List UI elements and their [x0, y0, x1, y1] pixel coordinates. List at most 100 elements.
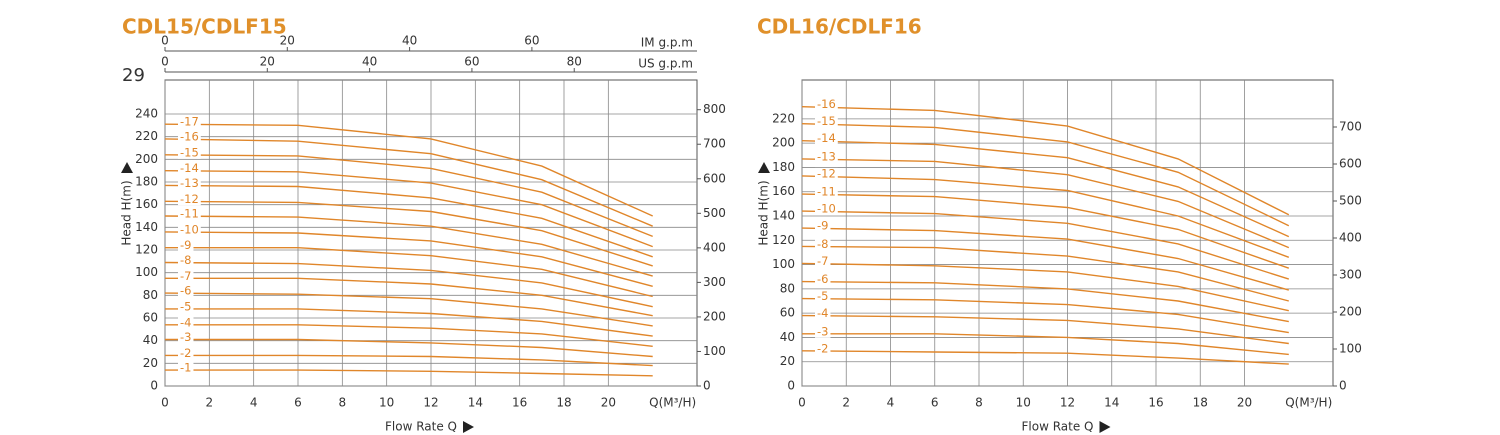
y2-tick-label: 400: [703, 240, 726, 254]
curve-label: -10: [817, 202, 836, 216]
curve-label: -13: [817, 149, 836, 163]
y-tick-label: 20: [780, 354, 795, 368]
x-unit-label: Q(M³/H): [649, 396, 696, 410]
y-tick-label: 100: [772, 257, 795, 271]
label-bg: [815, 238, 831, 251]
pump-curve: [801, 350, 1289, 365]
top-tick-label: 20: [280, 34, 295, 48]
curve-label: -5: [180, 299, 191, 313]
pump-curve: [164, 200, 653, 267]
x-tick-label: 16: [512, 396, 527, 410]
pump-curve: [164, 170, 653, 248]
x-tick-label: 12: [423, 396, 438, 410]
curve-label: -9: [180, 238, 191, 252]
label-bg: [815, 307, 831, 320]
pump-curve: [801, 262, 1289, 312]
curve-label: -6: [180, 284, 191, 298]
pump-curve: [801, 227, 1289, 291]
curve-label: -17: [180, 115, 199, 129]
y2-tick-label: 100: [1339, 341, 1362, 355]
curve-label: -10: [180, 222, 199, 236]
curve-label: -1: [180, 361, 191, 375]
pump-curve: [801, 158, 1290, 249]
top-tick-label: 40: [402, 34, 417, 48]
label-bg: [178, 208, 201, 220]
top-axis-label: US g.p.m: [638, 57, 693, 71]
label-bg: [178, 116, 201, 129]
label-bg: [178, 300, 194, 313]
y2-tick-label: 500: [703, 206, 726, 220]
top-tick-label: 0: [161, 55, 169, 69]
label-bg: [178, 347, 194, 360]
y2-tick-label: 300: [703, 275, 726, 289]
x-tick-label: 0: [798, 396, 806, 410]
curve-label: -7: [817, 254, 828, 268]
pump-curve: [164, 138, 653, 227]
curve-label: -12: [817, 166, 836, 180]
arrow-icon: [758, 162, 770, 173]
y-tick-label: 220: [772, 111, 795, 125]
y-tick-label: 200: [135, 152, 158, 166]
pump-curve: [801, 245, 1289, 302]
curve-label: -3: [180, 330, 191, 344]
x-tick-label: 16: [1148, 396, 1163, 410]
label-bg: [815, 203, 838, 216]
y-tick-label: 180: [135, 175, 158, 189]
y2-tick-label: 700: [703, 137, 726, 151]
x-tick-label: 6: [931, 396, 939, 410]
y-tick-label: 180: [772, 160, 795, 174]
y2-tick-label: 200: [1339, 304, 1362, 318]
label-bg: [178, 177, 201, 190]
y-tick-label: 40: [143, 333, 158, 347]
page-number: 29: [122, 65, 145, 86]
label-bg: [815, 98, 838, 111]
curve-label: -14: [817, 131, 836, 145]
pump-curve: [801, 280, 1289, 323]
x-tick-label: 20: [1237, 396, 1252, 410]
top-tick-label: 80: [567, 55, 582, 69]
label-bg: [815, 115, 838, 128]
y-tick-label: 140: [135, 220, 158, 234]
pump-curve: [165, 277, 653, 317]
y-tick-label: 80: [780, 281, 795, 295]
y2-tick-label: 0: [1339, 379, 1347, 393]
pump-curve: [165, 338, 653, 358]
curve-label: -11: [180, 207, 199, 221]
pump-curve: [801, 123, 1290, 227]
y-tick-label: 140: [772, 209, 795, 223]
x-tick-label: 4: [250, 396, 258, 410]
pump-curve: [164, 154, 653, 238]
x-tick-label: 4: [887, 396, 895, 410]
top-tick-label: 20: [260, 55, 275, 69]
x-tick-label: 0: [161, 396, 169, 410]
label-bg: [178, 331, 194, 344]
y-tick-label: 240: [135, 107, 158, 121]
pump-curve: [801, 175, 1290, 258]
y2-tick-label: 800: [703, 102, 726, 116]
y-tick-label: 80: [143, 288, 158, 302]
x-axis-label: Flow Rate Q: [385, 420, 457, 434]
y-tick-label: 100: [135, 265, 158, 279]
curve-label: -13: [180, 176, 199, 190]
y-axis-label: Head H(m): [120, 180, 134, 245]
label-bg: [815, 255, 831, 268]
pump-curve: [801, 106, 1290, 216]
label-bg: [815, 167, 838, 180]
pump-curve: [164, 215, 653, 277]
pump-curve: [801, 193, 1290, 269]
curve-label: -16: [817, 97, 836, 111]
y-tick-label: 40: [780, 330, 795, 344]
label-bg: [815, 132, 838, 145]
x-tick-label: 10: [379, 396, 394, 410]
curve-label: -2: [817, 341, 828, 355]
y-tick-label: 20: [143, 356, 158, 370]
pump-curve: [801, 210, 1290, 280]
x-tick-label: 14: [1104, 396, 1119, 410]
y-tick-label: 120: [135, 243, 158, 257]
label-bg: [178, 362, 194, 375]
top-tick-label: 60: [464, 55, 479, 69]
y2-tick-label: 600: [1339, 156, 1362, 170]
arrow-icon: [462, 421, 474, 433]
x-unit-label: Q(M³/H): [1285, 396, 1332, 410]
y2-tick-label: 400: [1339, 230, 1362, 244]
